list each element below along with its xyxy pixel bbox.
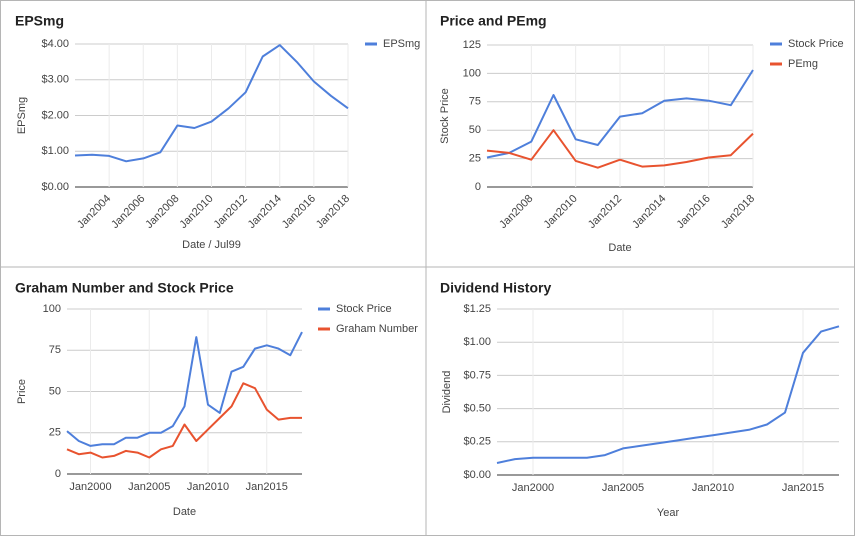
y-tick-label: $0.00 bbox=[41, 181, 69, 193]
y-tick-label: 100 bbox=[463, 67, 481, 79]
data-line bbox=[74, 44, 349, 163]
legend-label: Stock Price bbox=[336, 303, 392, 315]
data-line bbox=[66, 382, 302, 459]
y-tick-label: 25 bbox=[49, 427, 61, 439]
y-tick-label: $2.00 bbox=[41, 109, 69, 121]
x-tick-label: Jan2015 bbox=[246, 481, 288, 493]
chart-title: Price and PEmg bbox=[440, 13, 547, 29]
y-tick-label: 100 bbox=[43, 303, 61, 315]
y-tick-label: $0.50 bbox=[463, 403, 491, 415]
data-line bbox=[486, 69, 754, 159]
data-line bbox=[66, 331, 303, 447]
y-tick-label: 125 bbox=[463, 39, 481, 51]
y-tick-label: $4.00 bbox=[41, 38, 69, 50]
y-tick-label: 0 bbox=[475, 181, 481, 193]
x-tick-label: Jan2010 bbox=[692, 482, 734, 494]
data-line bbox=[496, 325, 840, 464]
x-axis-title: Date bbox=[173, 506, 196, 518]
y-axis-title: EPSmg bbox=[16, 97, 28, 134]
x-tick-label: Jan2005 bbox=[602, 482, 644, 494]
chart-title: EPSmg bbox=[15, 13, 64, 29]
y-tick-label: 75 bbox=[49, 344, 61, 356]
legend-label: EPSmg bbox=[383, 38, 420, 50]
y-tick-label: $1.25 bbox=[463, 303, 491, 315]
x-tick-label: Jan2015 bbox=[782, 482, 824, 494]
legend-label: PEmg bbox=[788, 58, 818, 70]
y-tick-label: 50 bbox=[469, 124, 481, 136]
y-tick-label: $1.00 bbox=[41, 145, 69, 157]
x-axis-title: Date / Jul99 bbox=[182, 239, 241, 251]
x-axis-title: Date bbox=[608, 242, 631, 254]
chart-title: Dividend History bbox=[440, 280, 551, 296]
legend-label: Graham Number bbox=[336, 323, 418, 335]
y-tick-label: $0.75 bbox=[463, 369, 491, 381]
y-tick-label: 25 bbox=[469, 153, 481, 165]
x-tick-label: Jan2010 bbox=[187, 481, 229, 493]
y-tick-label: 0 bbox=[55, 468, 61, 480]
x-tick-label: Jan2000 bbox=[69, 481, 111, 493]
chart-title: Graham Number and Stock Price bbox=[15, 280, 234, 296]
x-tick-label: Jan2005 bbox=[128, 481, 170, 493]
y-tick-label: $1.00 bbox=[463, 336, 491, 348]
y-axis-title: Price bbox=[16, 379, 28, 404]
x-axis-title: Year bbox=[657, 507, 680, 519]
y-tick-label: 50 bbox=[49, 385, 61, 397]
y-axis-title: Stock Price bbox=[439, 88, 451, 144]
legend-label: Stock Price bbox=[788, 38, 844, 50]
x-tick-label: Jan2000 bbox=[512, 482, 554, 494]
data-line bbox=[486, 129, 754, 169]
y-tick-label: $3.00 bbox=[41, 74, 69, 86]
y-tick-label: $0.25 bbox=[463, 436, 491, 448]
y-axis-title: Dividend bbox=[441, 371, 453, 414]
y-tick-label: 75 bbox=[469, 96, 481, 108]
y-tick-label: $0.00 bbox=[463, 469, 491, 481]
